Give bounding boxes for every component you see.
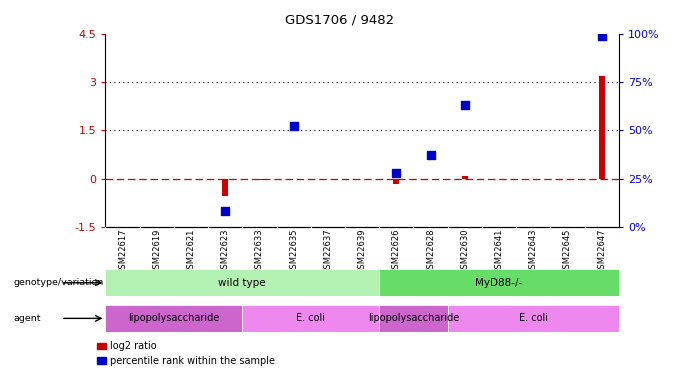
Bar bbox=[598, 76, 605, 178]
Text: agent: agent bbox=[14, 314, 41, 323]
Point bbox=[460, 102, 471, 108]
Bar bbox=[462, 176, 468, 178]
Bar bbox=[105, 305, 242, 332]
Point bbox=[425, 152, 436, 158]
Point bbox=[391, 170, 402, 176]
Bar bbox=[256, 178, 262, 180]
Bar bbox=[379, 269, 619, 296]
Point bbox=[596, 33, 607, 39]
Text: MyD88-/-: MyD88-/- bbox=[475, 278, 523, 288]
Bar bbox=[379, 305, 447, 332]
Bar bbox=[242, 305, 379, 332]
Text: lipopolysaccharide: lipopolysaccharide bbox=[368, 314, 459, 323]
Text: E. coli: E. coli bbox=[296, 314, 325, 323]
Text: wild type: wild type bbox=[218, 278, 266, 288]
Point bbox=[220, 209, 231, 214]
Text: genotype/variation: genotype/variation bbox=[14, 278, 104, 287]
Legend: log2 ratio, percentile rank within the sample: log2 ratio, percentile rank within the s… bbox=[93, 338, 279, 370]
Text: GDS1706 / 9482: GDS1706 / 9482 bbox=[286, 13, 394, 26]
Point bbox=[288, 123, 299, 129]
Bar bbox=[447, 305, 619, 332]
Bar bbox=[105, 269, 379, 296]
Bar bbox=[222, 178, 228, 196]
Text: lipopolysaccharide: lipopolysaccharide bbox=[129, 314, 220, 323]
Bar bbox=[393, 178, 399, 184]
Text: E. coli: E. coli bbox=[519, 314, 547, 323]
